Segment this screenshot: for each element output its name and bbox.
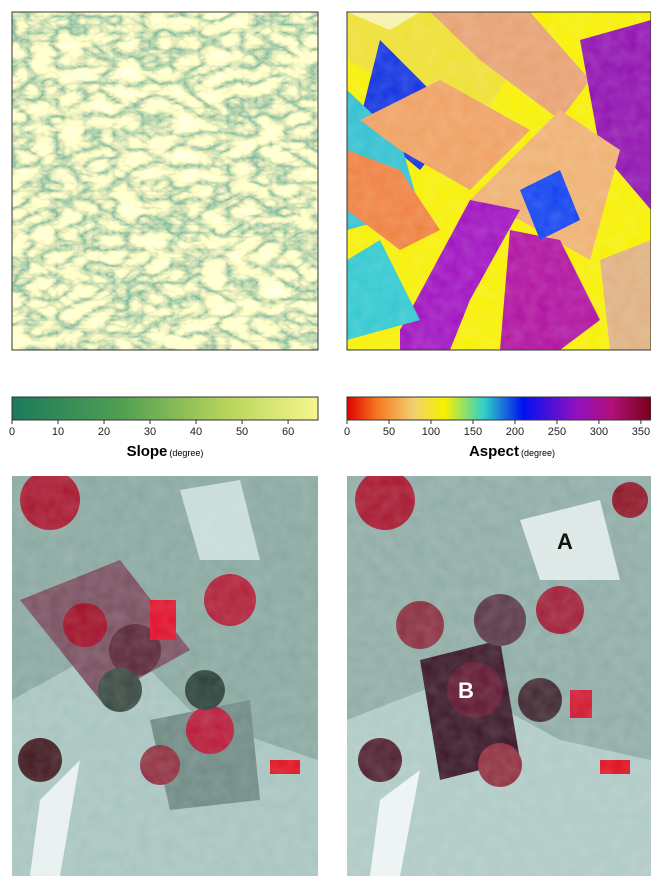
tick-label: 60 [282,426,294,438]
slope-map [12,12,318,350]
unit-text: (degree) [169,448,203,458]
colorbar-label: Slope(degree) [127,443,204,460]
tick-label: 30 [144,426,156,438]
tick-label: 0 [344,426,350,438]
tick-label: 250 [548,426,566,438]
aspect-colorbar [347,397,651,420]
tick-label: 350 [632,426,650,438]
tick-label: 50 [383,426,395,438]
annotation: B [458,678,474,703]
figure: Slope(degree) Aspect(degree) [0,0,651,876]
unit-text: (degree) [521,448,555,458]
slope-colorbar [12,397,318,420]
tick-label: 10 [52,426,64,438]
label-text: Aspect [469,443,519,460]
tick-label: 50 [236,426,248,438]
image-after [347,470,651,876]
tick-label: 20 [98,426,110,438]
tick-label: 40 [190,426,202,438]
label-text: Slope [127,443,168,460]
image-before [12,470,318,876]
tick-label: 0 [9,426,15,438]
annotation: A [557,529,573,554]
tick-label: 100 [422,426,440,438]
tick-label: 300 [590,426,608,438]
colorbar-label: Aspect(degree) [469,443,555,460]
tick-label: 200 [506,426,524,438]
aspect-map [347,12,651,350]
tick-label: 150 [464,426,482,438]
